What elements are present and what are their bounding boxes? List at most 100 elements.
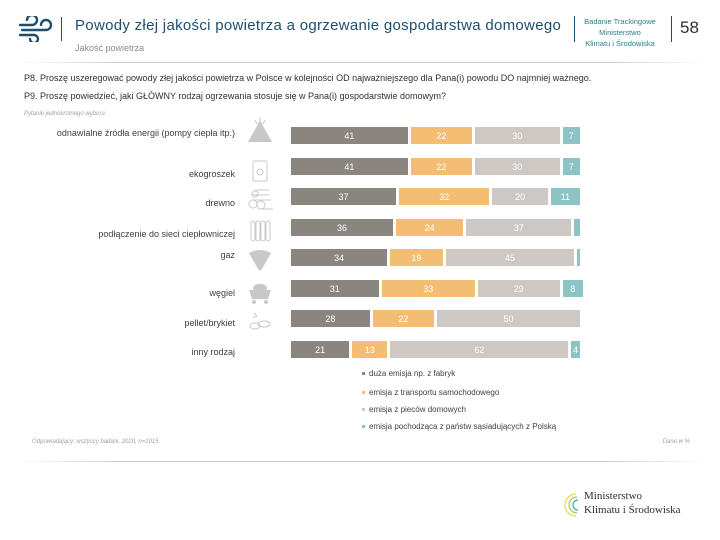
ministry-line: Ministerstwo: [584, 490, 643, 502]
legend-item-factories: duża emisja np. z fabryk: [362, 369, 455, 378]
category-label-district-heating: podłączenie do sieci ciepłowniczej: [98, 229, 235, 239]
bar-segment-home-stoves: 20: [492, 188, 548, 205]
bar-segment-factories: 28: [291, 310, 370, 327]
bar-value-label: 4: [573, 344, 579, 355]
bar-segment-transport: 22: [410, 127, 472, 144]
ministry-emblem-icon: [564, 493, 579, 517]
bar-segment-home-stoves: 45: [445, 249, 575, 266]
header-rule: [18, 62, 708, 63]
bar-segment-home-stoves: 62: [390, 341, 569, 358]
bar-value-label: 24: [424, 222, 435, 233]
bar-value-label: 8: [570, 283, 576, 294]
bar-value-label: 29: [513, 283, 524, 294]
legend-item-home-stoves: emisja z pieców domowych: [362, 405, 466, 414]
bar-value-label: 19: [411, 252, 422, 263]
bar-segment-home-stoves: 29: [477, 280, 560, 297]
bar-segment-factories: 37: [291, 188, 397, 205]
bar-segment-transport: 24: [396, 219, 464, 236]
question-p9: P9. Proszę powiedzieć, jaki GŁÓWNY rodza…: [24, 91, 447, 101]
bar-value-label: 22: [436, 130, 447, 141]
bar-row: 34 19 45: [291, 249, 583, 266]
bar-segment-neighbouring-countries: 11: [550, 188, 580, 205]
bar-value-label: 28: [325, 313, 336, 324]
legend-label: duża emisja np. z fabryk: [369, 369, 456, 378]
bar-segment-neighbouring-countries: 7: [562, 127, 580, 144]
bar-value-label: 31: [329, 283, 340, 294]
slide-header: Powody złej jakości powietrza a ogrzewan…: [0, 0, 720, 66]
bar-value-label: 32: [439, 191, 450, 202]
bar-row: 41 22 30 7: [291, 158, 583, 175]
page-subtitle: Jakość powietrza: [75, 43, 145, 53]
bar-segment-factories: 21: [291, 341, 350, 358]
legend-item-neighbouring-countries: emisja pochodząca z państw sąsiadujących…: [362, 422, 556, 431]
bar-row: 36 24 37: [291, 219, 583, 236]
bar-segment-transport: 22: [410, 158, 472, 175]
legend-swatch: [362, 425, 365, 429]
firewood-icon: [248, 189, 273, 210]
bar-row: 37 32 20 11: [291, 188, 583, 205]
bar-value-label: 37: [338, 191, 349, 202]
ministry-line: Klimatu i Środowiska: [584, 504, 681, 516]
bar-value-label: 33: [423, 283, 434, 294]
bar-segment-factories: 31: [291, 280, 379, 297]
category-label-renewables: odnawialne źródła energii (pompy ciepła …: [55, 127, 235, 139]
bar-segment-neighbouring-countries: 4: [571, 341, 580, 358]
bar-segment-transport: 32: [399, 188, 490, 205]
bar-value-label: 11: [560, 191, 571, 202]
bar-segment-neighbouring-countries: [577, 249, 580, 266]
bar-value-label: 45: [504, 252, 515, 263]
bar-value-label: 21: [315, 344, 326, 355]
bar-value-label: 34: [334, 252, 345, 263]
legend-label: emisja z pieców domowych: [369, 405, 466, 414]
bar-value-label: 41: [344, 130, 355, 141]
radiator-icon: [250, 220, 271, 242]
category-label-ekogroszek: ekogroszek: [188, 169, 235, 179]
question-p8: P8. Proszę uszeregować powody złej jakoś…: [24, 73, 592, 83]
renewable-energy-icon: [248, 117, 272, 142]
category-label-wegiel: węgiel: [209, 288, 235, 298]
bar-segment-neighbouring-countries: 7: [562, 158, 580, 175]
badge-divider-right: [671, 16, 672, 42]
bar-value-label: 13: [364, 344, 375, 355]
bar-segment-factories: 41: [291, 127, 408, 144]
bar-value-label: 41: [344, 161, 355, 172]
coal-cart-icon: [249, 284, 271, 304]
page-title: Powody złej jakości powietrza a ogrzewan…: [75, 17, 562, 34]
bar-segment-factories: 34: [291, 249, 388, 266]
bar-segment-home-stoves: 37: [466, 219, 572, 236]
legend-item-transport: emisja z transportu samochodowego: [362, 388, 499, 397]
legend-swatch: [362, 408, 365, 412]
wind-air-icon: [18, 16, 52, 42]
bar-value-label: 22: [436, 161, 447, 172]
badge-line: Klimatu i Środowiska: [585, 39, 655, 48]
bar-value-label: 30: [512, 130, 523, 141]
category-label-pellet: pellet/brykiet: [184, 318, 235, 328]
bar-value-label: 30: [512, 161, 523, 172]
bar-value-label: 7: [568, 161, 574, 172]
category-label-gaz: gaz: [220, 250, 235, 260]
gas-flame-icon: [249, 250, 271, 271]
bar-segment-factories: 36: [291, 219, 394, 236]
page-number: 58: [680, 18, 699, 37]
bar-value-label: 36: [337, 222, 348, 233]
bar-value-label: 22: [398, 313, 409, 324]
category-label-other: inny rodzaj: [191, 347, 235, 357]
legend-label: emisja z transportu samochodowego: [369, 388, 500, 397]
legend-label: emisja pochodząca z państw sąsiadujących…: [369, 422, 557, 431]
bar-segment-transport: 19: [390, 249, 443, 266]
bar-segment-transport: 33: [381, 280, 475, 297]
legend-swatch: [362, 372, 365, 376]
bar-value-label: 20: [515, 191, 526, 202]
bar-row: 31 33 29 8: [291, 280, 583, 297]
bar-segment-transport: 22: [372, 310, 434, 327]
bar-value-label: 37: [513, 222, 524, 233]
header-divider: [61, 17, 62, 41]
badge-line: Ministerstwo: [599, 28, 641, 37]
question-hint: Pytanie jednokrotnego wyboru.: [24, 111, 107, 117]
category-label-drewno: drewno: [205, 198, 235, 208]
footer-rule: [18, 461, 708, 462]
badge-divider-left: [574, 16, 575, 42]
bar-segment-transport: 13: [352, 341, 388, 358]
bar-row: 41 22 30 7: [291, 127, 583, 144]
source-note: Dane w %: [662, 439, 690, 445]
